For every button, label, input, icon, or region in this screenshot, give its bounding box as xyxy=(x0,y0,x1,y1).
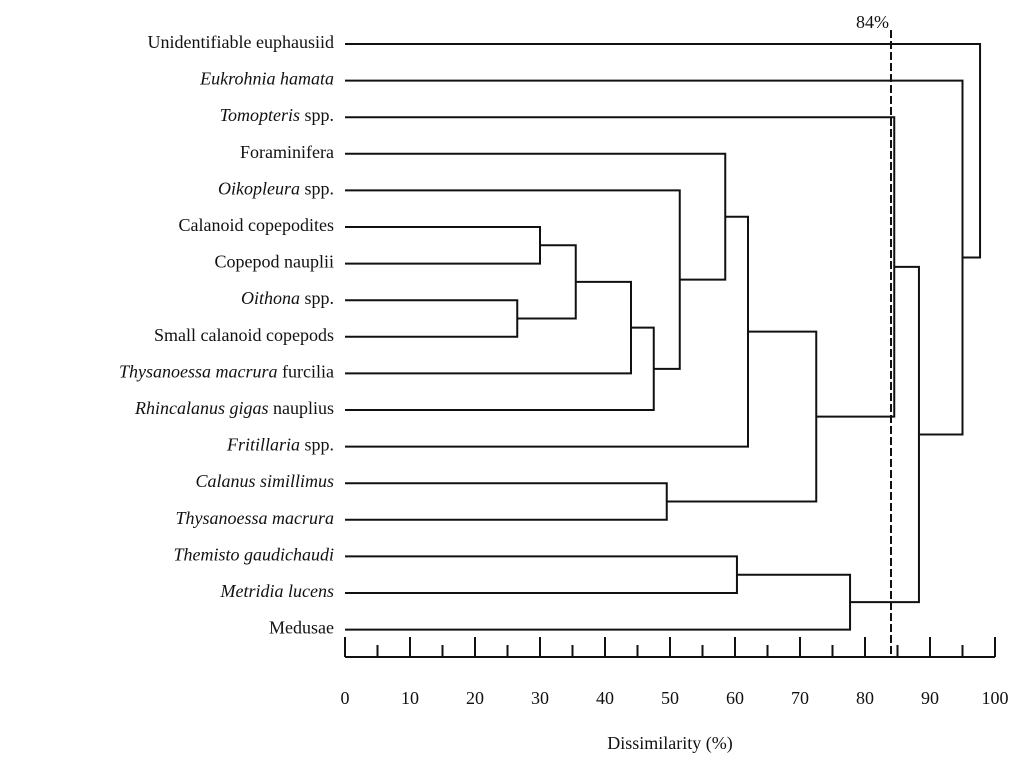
leaf-label-part: Oithona xyxy=(241,288,300,308)
link xyxy=(345,299,519,338)
leaf-label: Eukrohnia hamata xyxy=(199,69,334,89)
leaf-label: Metridia lucens xyxy=(220,581,334,601)
leaf-label: Fritillaria spp. xyxy=(226,435,334,455)
x-tick-label: 0 xyxy=(341,688,350,708)
link xyxy=(345,215,749,448)
leaf-label: Foraminifera xyxy=(240,142,334,162)
link xyxy=(345,280,632,375)
link xyxy=(345,116,896,418)
leaf-label-part: Calanus simillimus xyxy=(195,471,334,491)
link xyxy=(345,482,668,521)
x-axis-label: Dissimilarity (%) xyxy=(607,733,732,754)
cutoff-label: 84% xyxy=(856,12,889,32)
x-tick-label: 20 xyxy=(466,688,484,708)
leaf-label-part: spp. xyxy=(300,288,334,308)
leaf-label-part: Foraminifera xyxy=(240,142,334,162)
x-tick-label: 60 xyxy=(726,688,744,708)
leaf-label: Copepod nauplii xyxy=(215,252,335,272)
leaf-label: Unidentifiable euphausiid xyxy=(148,32,334,52)
link xyxy=(345,555,738,594)
leaf-label: Oikopleura spp. xyxy=(218,179,334,199)
link xyxy=(345,226,541,265)
leaf-label: Tomopteris spp. xyxy=(220,105,334,125)
x-tick-label: 80 xyxy=(856,688,874,708)
leaf-label-part: Small calanoid copepods xyxy=(154,325,334,345)
leaf-label-part: Thysanoessa macrura xyxy=(175,508,334,528)
leaf-label-part: Metridia lucens xyxy=(220,581,334,601)
x-tick-label: 90 xyxy=(921,688,939,708)
leaf-label-part: furcilia xyxy=(278,362,334,382)
leaf-label-part: Medusae xyxy=(269,618,334,638)
leaf-label-part: Copepod nauplii xyxy=(215,252,335,272)
x-tick-label: 100 xyxy=(982,688,1009,708)
leaf-label: Thysanoessa macrura furcilia xyxy=(119,362,334,382)
x-tick-label: 40 xyxy=(596,688,614,708)
link xyxy=(345,43,982,259)
link xyxy=(345,573,852,631)
leaf-label: Calanus simillimus xyxy=(195,471,334,491)
x-tick-label: 50 xyxy=(661,688,679,708)
link xyxy=(345,152,727,281)
x-tick-label: 70 xyxy=(791,688,809,708)
leaf-label-part: spp. xyxy=(300,179,334,199)
leaf-label: Themisto gaudichaudi xyxy=(174,545,335,565)
leaf-label: Oithona spp. xyxy=(241,288,334,308)
leaf-label: Rhincalanus gigas nauplius xyxy=(134,398,334,418)
leaf-label: Small calanoid copepods xyxy=(154,325,334,345)
leaf-label: Thysanoessa macrura xyxy=(175,508,334,528)
leaf-label-part: Eukrohnia hamata xyxy=(199,69,334,89)
leaf-label-part: Tomopteris xyxy=(220,105,300,125)
leaf-label-part: Fritillaria xyxy=(226,435,300,455)
leaf-label-part: Thysanoessa macrura xyxy=(119,362,278,382)
link xyxy=(666,330,818,503)
leaf-label-part: spp. xyxy=(300,435,334,455)
leaf-label-part: Themisto gaudichaudi xyxy=(174,545,335,565)
link xyxy=(345,326,655,411)
x-tick-label: 10 xyxy=(401,688,419,708)
leaf-label: Calanoid copepodites xyxy=(179,215,334,235)
x-tick-label: 30 xyxy=(531,688,549,708)
leaf-label-part: Oikopleura xyxy=(218,179,300,199)
leaf-label-part: Unidentifiable euphausiid xyxy=(148,32,334,52)
link xyxy=(345,189,681,370)
leaf-label: Medusae xyxy=(269,618,334,638)
leaf-label-part: nauplius xyxy=(269,398,335,418)
leaf-label-part: spp. xyxy=(300,105,334,125)
link xyxy=(517,244,577,320)
link xyxy=(850,265,920,604)
leaf-label-part: Calanoid copepodites xyxy=(179,215,334,235)
leaf-label-part: Rhincalanus gigas xyxy=(134,398,269,418)
